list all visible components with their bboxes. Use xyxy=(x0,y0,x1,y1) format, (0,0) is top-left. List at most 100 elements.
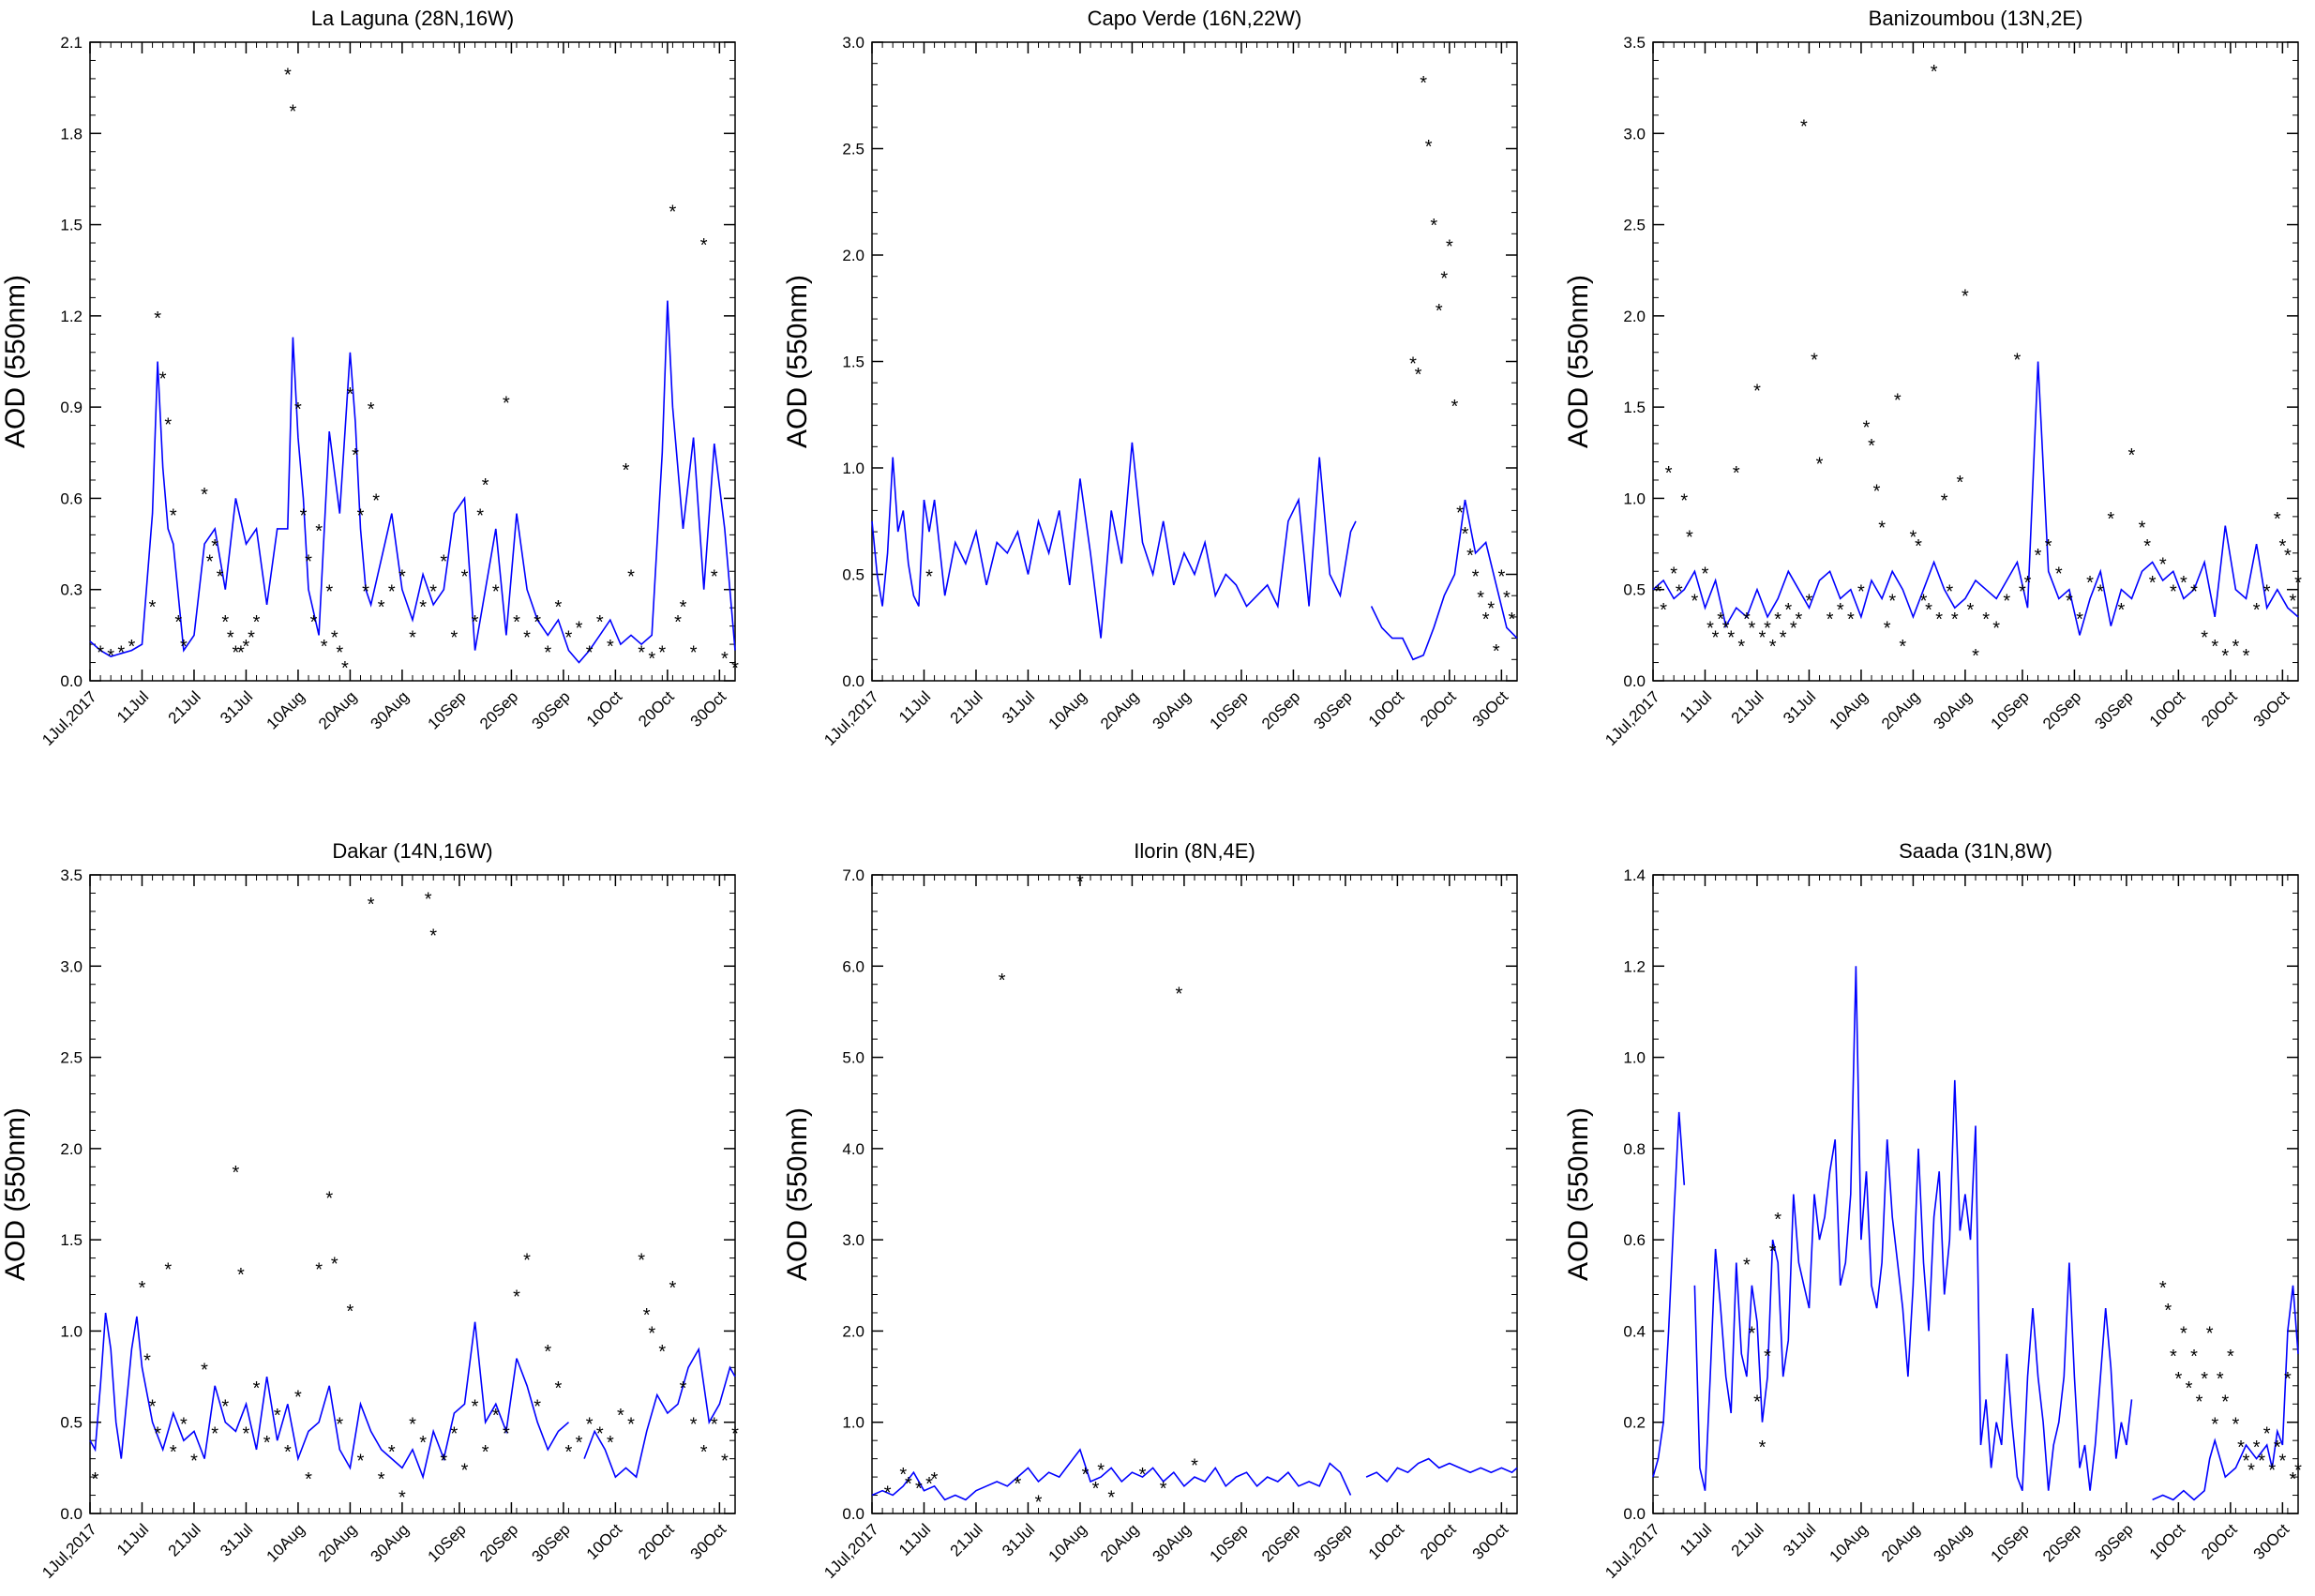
y-tick-label: 1.0 xyxy=(842,1414,864,1432)
x-tick-label: 31Jul xyxy=(999,1520,1038,1559)
y-tick-label: 0.8 xyxy=(1623,1140,1646,1158)
observation-marker: * xyxy=(1727,627,1735,648)
observation-marker: * xyxy=(1107,1488,1115,1509)
observation-marker: * xyxy=(899,1465,907,1485)
observation-marker: * xyxy=(2013,351,2021,371)
observation-marker: * xyxy=(388,582,396,603)
x-tick-label: 10Sep xyxy=(1207,1520,1252,1565)
x-tick-label: 10Aug xyxy=(263,687,308,732)
y-tick-label: 2.5 xyxy=(842,141,864,158)
observation-marker: * xyxy=(1706,619,1714,640)
observation-marker: * xyxy=(2263,582,2271,603)
x-tick-label: 20Sep xyxy=(476,1520,521,1565)
observation-marker: * xyxy=(274,1406,281,1426)
observation-marker: * xyxy=(1733,463,1740,484)
observation-marker: * xyxy=(2164,1301,2172,1321)
observation-marker: * xyxy=(92,1469,99,1490)
observation-marker: * xyxy=(2149,573,2157,594)
observation-marker: * xyxy=(1409,354,1417,375)
observation-marker: * xyxy=(1941,490,1948,511)
observation-marker: * xyxy=(294,399,302,420)
observation-marker: * xyxy=(1931,62,1938,83)
observation-marker: * xyxy=(97,643,104,664)
x-tick-label: 1Jul,2017 xyxy=(820,687,882,749)
observation-marker: * xyxy=(429,582,437,603)
observation-marker: * xyxy=(658,1342,666,1363)
observation-marker: * xyxy=(2201,627,2208,648)
observation-marker: * xyxy=(2035,546,2042,566)
observation-marker: * xyxy=(2003,591,2010,611)
chart-panel-2: Capo Verde (16N,22W) AOD (550nm) 0.0 0.5 1.0… xyxy=(782,7,1518,749)
observation-marker: * xyxy=(1759,1438,1766,1458)
observation-marker: * xyxy=(607,637,614,657)
x-tick-label: 20Aug xyxy=(1097,687,1142,732)
observation-marker: * xyxy=(2086,573,2094,594)
observation-marker: * xyxy=(2174,1369,2182,1390)
observation-marker: * xyxy=(388,1442,396,1463)
model-aod-line xyxy=(1693,966,2133,1491)
observation-marker: * xyxy=(1660,600,1667,621)
observation-marker: * xyxy=(232,643,239,664)
x-tick-label: 10Oct xyxy=(583,687,626,730)
observation-marker: * xyxy=(1873,482,1881,503)
observation-marker: * xyxy=(2221,646,2229,667)
x-tick-label: 10Sep xyxy=(425,1520,470,1565)
observation-marker: * xyxy=(139,1278,146,1299)
model-aod-line xyxy=(89,1312,570,1480)
observation-marker: * xyxy=(2201,1369,2208,1390)
observation-marker: * xyxy=(554,597,562,618)
observation-marker: * xyxy=(336,1415,343,1436)
observation-marker: * xyxy=(1769,1242,1777,1262)
observation-marker: * xyxy=(2180,1323,2187,1344)
observation-marker: * xyxy=(217,567,224,588)
observation-marker: * xyxy=(2196,1392,2203,1412)
observation-marker: * xyxy=(325,582,333,603)
y-tick-label: 2.0 xyxy=(1623,308,1646,325)
observation-marker: * xyxy=(1811,351,1818,371)
observation-marker: * xyxy=(544,1342,551,1363)
observation-marker: * xyxy=(211,1423,218,1444)
observation-marker: * xyxy=(253,1378,261,1399)
plot-frame xyxy=(89,41,736,682)
observation-marker: * xyxy=(2076,610,2083,630)
x-tick-label: 21Jul xyxy=(947,1520,986,1559)
x-tick-label: 30Oct xyxy=(1469,1520,1512,1563)
observation-marker: * xyxy=(2107,509,2114,530)
observation-marker: * xyxy=(450,1423,458,1444)
observation-marker: * xyxy=(357,506,365,527)
observation-marker: * xyxy=(1967,600,1975,621)
x-tick-label: 30Sep xyxy=(529,687,574,732)
x-tick-label: 11Jul xyxy=(1676,1520,1715,1558)
observation-marker: * xyxy=(450,627,458,648)
model-aod-line xyxy=(1365,1457,1518,1483)
chart-panel-3: Banizoumbou (13N,2E) AOD (550nm) 0.0 0.5 1.0… xyxy=(1563,7,2302,749)
observation-marker: * xyxy=(1962,287,1969,308)
observation-marker: * xyxy=(1837,600,1844,621)
x-tick-label: 1Jul,2017 xyxy=(1601,1520,1663,1582)
observation-marker: * xyxy=(1472,567,1480,588)
observation-marker: * xyxy=(1847,610,1855,630)
observation-marker: * xyxy=(476,506,484,527)
observation-marker: * xyxy=(700,235,708,256)
y-axis-label: AOD (550nm) xyxy=(0,275,31,448)
observation-marker: * xyxy=(1456,503,1464,523)
observation-marker: * xyxy=(565,627,573,648)
observation-marker: * xyxy=(721,649,729,670)
observation-marker: * xyxy=(2097,582,2104,603)
observation-marker: * xyxy=(1670,564,1677,584)
observation-marker: * xyxy=(1035,1492,1043,1513)
x-tick-label: 21Jul xyxy=(947,687,986,727)
observation-marker: * xyxy=(1899,637,1906,657)
x-tick-label: 11Jul xyxy=(1676,687,1715,726)
observation-marker: * xyxy=(1774,610,1781,630)
x-tick-label: 20Oct xyxy=(1417,1520,1460,1563)
chart-title: Saada (31N,8W) xyxy=(1899,839,2052,863)
x-tick-label: 30Sep xyxy=(529,1520,574,1565)
x-tick-label: 30Sep xyxy=(1311,1520,1356,1565)
observation-marker: * xyxy=(221,612,229,633)
observation-marker: * xyxy=(1764,1347,1771,1367)
observation-marker: * xyxy=(1935,610,1943,630)
observation-marker: * xyxy=(915,1479,923,1499)
y-tick-label: 3.0 xyxy=(842,1231,864,1249)
observation-marker: * xyxy=(925,1474,933,1495)
